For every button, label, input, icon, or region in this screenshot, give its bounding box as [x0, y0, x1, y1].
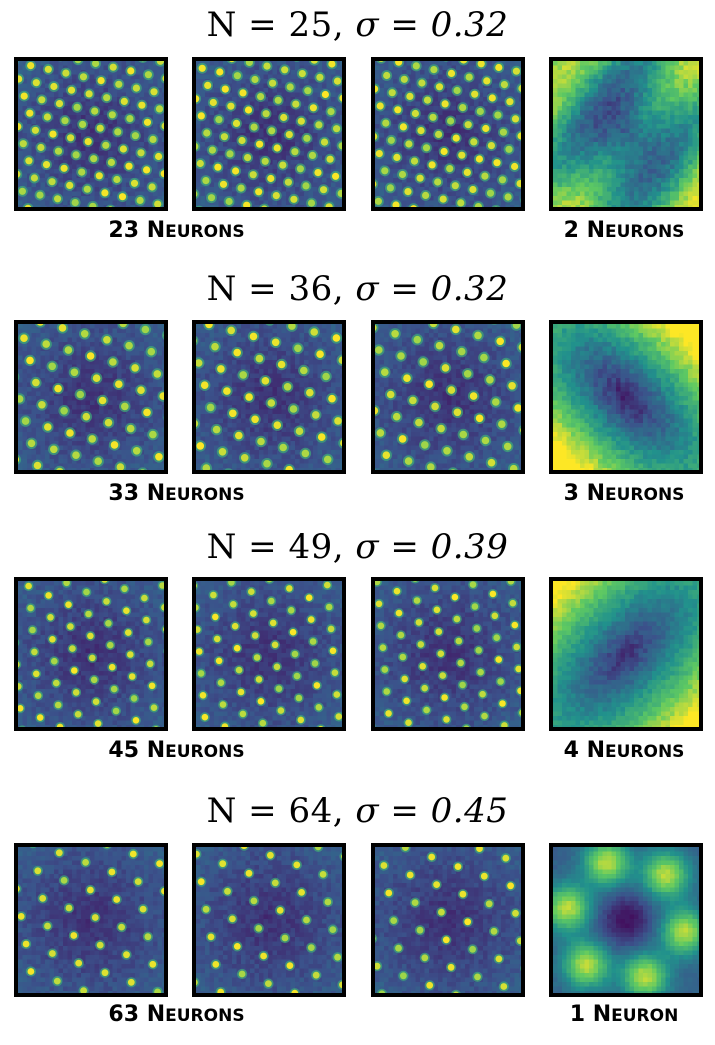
grid-map-panel [371, 57, 525, 211]
row-n25: N = 25, σ = 0.32 23 NEURONS 2 NEURONS [0, 0, 715, 259]
row-n36: N = 36, σ = 0.32 33 NEURONS 3 NEURONS [0, 264, 715, 523]
left-caption: 63 NEURONS [14, 1002, 339, 1027]
nongrid-map-panel [549, 320, 703, 474]
grid-map-panel [371, 843, 525, 997]
title-sigma: σ = 0.32 [355, 5, 508, 45]
nongrid-map-panel [549, 577, 703, 731]
left-caption: 33 NEURONS [14, 481, 339, 506]
grid-map-panel [14, 57, 168, 211]
right-caption: 1 NEURON [540, 1002, 708, 1027]
grid-map-panel [14, 843, 168, 997]
row-title: N = 64, σ = 0.45 [0, 786, 715, 836]
grid-map-panel [192, 577, 346, 731]
title-n: N = 64, [207, 791, 344, 831]
row-title: N = 49, σ = 0.39 [0, 522, 715, 572]
row-title: N = 36, σ = 0.32 [0, 264, 715, 314]
right-caption: 2 NEURONS [540, 218, 708, 243]
right-caption: 4 NEURONS [540, 738, 708, 763]
title-sigma: σ = 0.39 [355, 527, 508, 567]
nongrid-map-panel [549, 843, 703, 997]
title-n: N = 49, [207, 527, 344, 567]
left-caption: 23 NEURONS [14, 218, 339, 243]
grid-map-panel [371, 577, 525, 731]
grid-map-panel [192, 320, 346, 474]
grid-map-panel [14, 320, 168, 474]
grid-map-panel [14, 577, 168, 731]
title-sigma: σ = 0.45 [355, 791, 508, 831]
grid-map-panel [371, 320, 525, 474]
row-n49: N = 49, σ = 0.39 45 NEURONS 4 NEURONS [0, 522, 715, 781]
row-n64: N = 64, σ = 0.45 63 NEURONS 1 NEURON [0, 786, 715, 1045]
nongrid-map-panel [549, 57, 703, 211]
title-n: N = 36, [207, 269, 344, 309]
grid-map-panel [192, 57, 346, 211]
title-sigma: σ = 0.32 [355, 269, 508, 309]
title-n: N = 25, [207, 5, 344, 45]
grid-map-panel [192, 843, 346, 997]
right-caption: 3 NEURONS [540, 481, 708, 506]
left-caption: 45 NEURONS [14, 738, 339, 763]
row-title: N = 25, σ = 0.32 [0, 0, 715, 50]
